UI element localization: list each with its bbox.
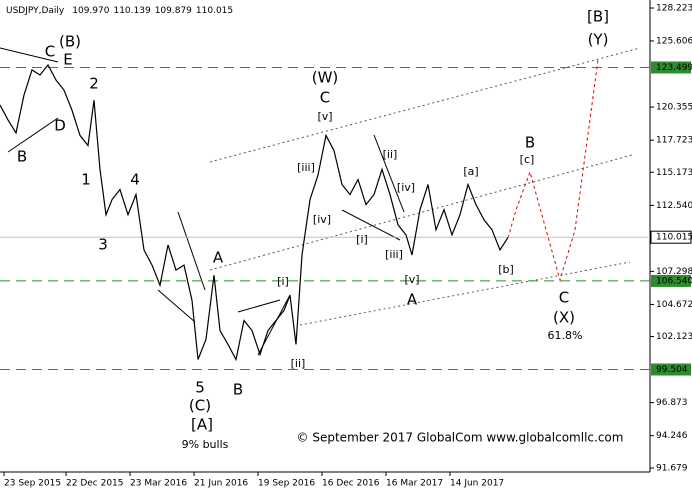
wave-label: [c] bbox=[520, 153, 535, 166]
level-label: 123.499 bbox=[656, 63, 692, 73]
y-tick-label: 104.672 bbox=[656, 300, 692, 310]
y-tick-label: 102.123 bbox=[656, 332, 692, 342]
x-tick-label: 16 Mar 2017 bbox=[386, 479, 443, 489]
ohlc-high: 110.139 bbox=[113, 6, 150, 16]
wave-label: [A] bbox=[191, 416, 213, 434]
x-tick-label: 23 Sep 2015 bbox=[4, 479, 61, 489]
trend-line bbox=[0, 47, 59, 63]
wave-label: [ii] bbox=[291, 357, 306, 370]
wave-label: [i] bbox=[356, 233, 368, 246]
level-label: 106.540 bbox=[656, 276, 692, 286]
wave-label: [iii] bbox=[385, 248, 403, 261]
y-tick-label: 91.679 bbox=[656, 463, 688, 473]
y-tick-label: 128.223 bbox=[656, 4, 692, 14]
symbol: USDJPY,Daily bbox=[6, 6, 65, 16]
x-tick-label: 22 Dec 2015 bbox=[66, 479, 124, 489]
wave-label: A bbox=[213, 249, 224, 267]
trend-line bbox=[237, 299, 281, 313]
wave-label: 61.8% bbox=[548, 329, 583, 342]
y-tick-label: 94.246 bbox=[656, 431, 688, 441]
y-tick-label: 107.298 bbox=[656, 267, 692, 277]
wave-label: [v] bbox=[317, 110, 332, 123]
copyright: © September 2017 GlobalCom www.globalcom… bbox=[297, 431, 624, 445]
y-tick-label: 117.723 bbox=[656, 136, 692, 146]
wave-label: [iii] bbox=[297, 161, 315, 174]
forecast-path bbox=[507, 59, 599, 282]
wave-label: [b] bbox=[498, 263, 514, 276]
wave-label: 3 bbox=[98, 236, 108, 254]
wave-label: [v] bbox=[404, 273, 419, 286]
y-tick-label: 125.606 bbox=[656, 36, 692, 46]
wave-label: (X) bbox=[553, 309, 575, 327]
wave-label: (B) bbox=[59, 33, 81, 51]
trend-line bbox=[7, 117, 59, 153]
y-tick-label: 115.173 bbox=[656, 168, 692, 178]
x-tick-label: 21 Jun 2016 bbox=[194, 479, 248, 489]
trend-line bbox=[373, 134, 405, 213]
x-tick-label: 14 Jun 2017 bbox=[450, 479, 504, 489]
wave-label: [iv] bbox=[313, 213, 331, 226]
wave-label: 2 bbox=[89, 75, 99, 93]
wave-label: (Y) bbox=[588, 31, 609, 49]
wave-label: 4 bbox=[130, 171, 140, 189]
wave-label: [a] bbox=[463, 165, 478, 178]
wave-label: [iv] bbox=[397, 181, 415, 194]
wave-label: B bbox=[233, 381, 243, 399]
level-label: 99.504 bbox=[656, 365, 688, 375]
wave-label: [i] bbox=[277, 275, 289, 288]
wave-label: D bbox=[54, 117, 66, 135]
price-label: 110.015 bbox=[656, 233, 692, 243]
wave-label: C bbox=[320, 89, 330, 107]
y-tick-label: 96.873 bbox=[656, 398, 688, 408]
ohlc-close: 110.015 bbox=[196, 6, 233, 16]
wave-label: [ii] bbox=[383, 148, 398, 161]
x-tick-label: 16 Dec 2016 bbox=[322, 479, 380, 489]
wave-label: (C) bbox=[189, 397, 211, 415]
trend-line bbox=[177, 211, 206, 291]
wave-label: E bbox=[63, 51, 72, 69]
wave-label: C bbox=[559, 289, 569, 307]
ohlc-open: 109.970 bbox=[72, 6, 109, 16]
wave-label: [B] bbox=[587, 8, 609, 26]
wave-label: 1 bbox=[81, 171, 91, 189]
wave-label: 9% bulls bbox=[182, 438, 229, 451]
wave-label: A bbox=[407, 291, 418, 309]
wave-label: B bbox=[17, 148, 27, 166]
level-label-box bbox=[651, 61, 691, 74]
price-label-box bbox=[650, 230, 692, 244]
y-tick-label: 120.355 bbox=[656, 103, 692, 113]
wave-label: (W) bbox=[312, 69, 339, 87]
header: USDJPY,Daily 109.970 110.139 109.879 110.015 bbox=[6, 6, 233, 16]
level-label-box bbox=[651, 363, 691, 376]
x-tick-label: 23 Mar 2016 bbox=[130, 479, 187, 489]
trend-lines bbox=[0, 47, 405, 356]
level-label-box bbox=[651, 274, 691, 287]
price-line-series bbox=[0, 63, 509, 362]
ohlc-low: 109.879 bbox=[155, 6, 192, 16]
wave-label: C bbox=[45, 43, 55, 61]
trend-line bbox=[157, 289, 196, 323]
channel-line bbox=[299, 261, 631, 326]
wave-label: 5 bbox=[195, 379, 205, 397]
x-tick-label: 19 Sep 2016 bbox=[258, 479, 315, 489]
wave-label: B bbox=[525, 134, 535, 152]
y-tick-label: 112.540 bbox=[656, 201, 692, 211]
trend-line bbox=[341, 209, 401, 241]
